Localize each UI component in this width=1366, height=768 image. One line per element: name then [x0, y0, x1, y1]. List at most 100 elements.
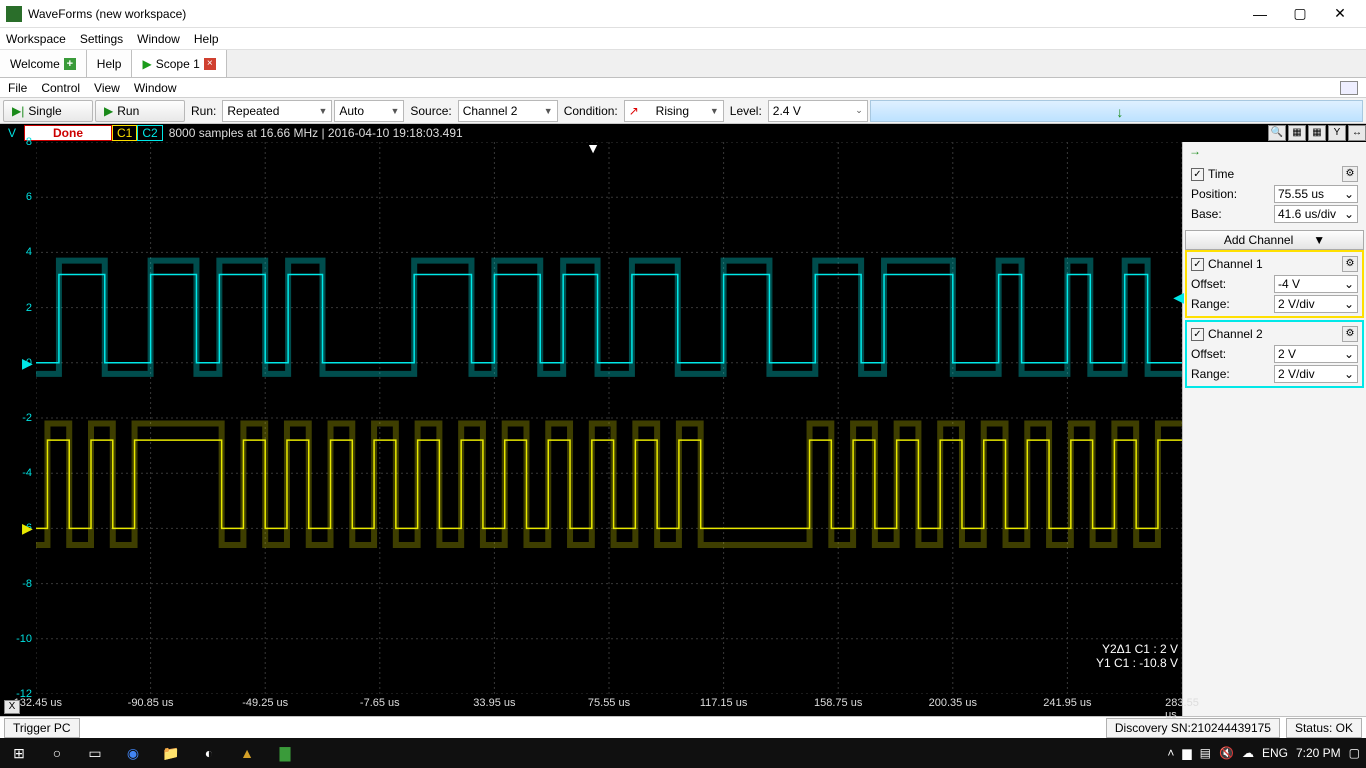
source-select[interactable]: Channel 2▼	[458, 100, 558, 122]
app-status-bar: Trigger PC Discovery SN:210244439175 Sta…	[0, 716, 1366, 738]
window-titlebar: WaveForms (new workspace) — ▢ ✕	[0, 0, 1366, 28]
ch2-range-label: Range:	[1191, 367, 1270, 381]
ch1-range-input[interactable]: 2 V/div⌄	[1274, 295, 1358, 313]
maximize-button[interactable]: ▢	[1280, 0, 1320, 28]
tab-help-label: Help	[97, 57, 122, 71]
restore-icon[interactable]	[1340, 81, 1358, 95]
tab-close-icon[interactable]: ×	[204, 58, 216, 70]
ch2-checkbox[interactable]: ✓	[1191, 328, 1204, 341]
windows-taskbar: ⊞ ○ ▭ ◉ 📁 ◐ ▲ ▇ ˄ ▆ ▤ 🔇 ☁ ENG 7:20 PM ▢	[0, 738, 1366, 768]
v-axis-label: V	[0, 126, 24, 140]
trigger-mode-select[interactable]: Auto▼	[334, 100, 404, 122]
single-label: Single	[28, 104, 61, 118]
menu-control[interactable]: Control	[41, 81, 80, 95]
scope-toolbar: ▶|Single ▶Run Run: Repeated▼ Auto▼ Sourc…	[0, 98, 1366, 124]
tab-scope[interactable]: ▶ Scope 1 ×	[132, 50, 226, 77]
trigger-pc-button[interactable]: Trigger PC	[4, 718, 80, 738]
time-group: ✓ Time ⚙ Position: 75.55 us⌄ Base: 41.6 us…	[1185, 160, 1364, 228]
c2-indicator[interactable]: C2	[137, 125, 162, 141]
app1-icon[interactable]: ▲	[228, 738, 266, 768]
x-axis-button[interactable]: X	[4, 700, 20, 714]
oscilloscope-plot[interactable]: 86420-2-4-6-8-10-12 Y2Δ1 C1 : 2 V Y1 C1 …	[0, 142, 1182, 716]
menu-window[interactable]: Window	[137, 32, 180, 46]
channel2-group: ✓ Channel 2 ⚙ Offset:2 V⌄ Range:2 V/div⌄	[1185, 320, 1364, 388]
base-input[interactable]: 41.6 us/div⌄	[1274, 205, 1358, 223]
menu-view[interactable]: View	[94, 81, 120, 95]
tab-bar: Welcome + Help ▶ Scope 1 ×	[0, 50, 1366, 78]
run-label: Run	[117, 104, 139, 118]
single-button[interactable]: ▶|Single	[3, 100, 93, 122]
tool2-icon[interactable]: ▦	[1308, 125, 1326, 141]
explorer-icon[interactable]: 📁	[152, 738, 190, 768]
taskview-icon[interactable]: ▭	[76, 738, 114, 768]
window-title: WaveForms (new workspace)	[28, 7, 1240, 21]
add-channel-button[interactable]: Add Channel▼	[1185, 230, 1364, 250]
ch1-checkbox[interactable]: ✓	[1191, 258, 1204, 271]
position-label: Position:	[1191, 187, 1270, 201]
minimize-button[interactable]: —	[1240, 0, 1280, 28]
main-area: 86420-2-4-6-8-10-12 Y2Δ1 C1 : 2 V Y1 C1 …	[0, 142, 1366, 716]
scope-status-bar: V Done C1 C2 8000 samples at 16.66 MHz |…	[0, 124, 1366, 142]
position-input[interactable]: 75.55 us⌄	[1274, 185, 1358, 203]
run-mode-select[interactable]: Repeated▼	[222, 100, 332, 122]
level-label: Level:	[726, 104, 766, 118]
expand-icon[interactable]: ↔	[1348, 125, 1366, 141]
run-mode-label: Run:	[187, 104, 220, 118]
ch2-offset-input[interactable]: 2 V⌄	[1274, 345, 1358, 363]
tab-welcome[interactable]: Welcome +	[0, 50, 87, 77]
time-gear-icon[interactable]: ⚙	[1342, 166, 1358, 182]
app-icon	[6, 6, 22, 22]
clock[interactable]: 7:20 PM	[1296, 746, 1341, 760]
menu-settings[interactable]: Settings	[80, 32, 123, 46]
system-tray: ˄ ▆ ▤ 🔇 ☁ ENG 7:20 PM ▢	[1167, 746, 1366, 760]
ch2-offset-label: Offset:	[1191, 347, 1270, 361]
source-label: Source:	[406, 104, 455, 118]
collapse-icon[interactable]: →	[1185, 144, 1364, 160]
close-button[interactable]: ✕	[1320, 0, 1360, 28]
ch1-label: Channel 1	[1208, 257, 1338, 271]
trigger-position-bar[interactable]: ↓	[870, 100, 1363, 122]
y-axis-button[interactable]: Y	[1328, 125, 1346, 141]
menu-help[interactable]: Help	[194, 32, 219, 46]
steam-icon[interactable]: ◐	[190, 738, 228, 768]
condition-label: Condition:	[560, 104, 622, 118]
tab-welcome-label: Welcome	[10, 57, 60, 71]
condition-select[interactable]: ↗Rising▼	[624, 100, 724, 122]
language-indicator[interactable]: ENG	[1262, 746, 1288, 760]
trigger-marker-icon: ↓	[1116, 104, 1123, 120]
plot-canvas: Y2Δ1 C1 : 2 V Y1 C1 : -10.8 V ▼ ▶▶◀	[36, 142, 1182, 694]
level-input[interactable]: 2.4 V⌄	[768, 100, 868, 122]
waveform-svg	[36, 142, 1182, 694]
battery-icon[interactable]: ▆	[1182, 746, 1191, 760]
base-label: Base:	[1191, 207, 1270, 221]
tool1-icon[interactable]: ▦	[1288, 125, 1306, 141]
ch2-range-input[interactable]: 2 V/div⌄	[1274, 365, 1358, 383]
onedrive-icon[interactable]: ☁	[1242, 746, 1254, 760]
run-button[interactable]: ▶Run	[95, 100, 185, 122]
plus-icon: +	[64, 58, 76, 70]
trigger-time-marker[interactable]: ▼	[586, 140, 600, 156]
cursor-readout: Y2Δ1 C1 : 2 V Y1 C1 : -10.8 V	[1096, 642, 1178, 670]
ch1-gear-icon[interactable]: ⚙	[1342, 256, 1358, 272]
channel1-group: ✓ Channel 1 ⚙ Offset:-4 V⌄ Range:2 V/div…	[1185, 250, 1364, 318]
menu-workspace[interactable]: Workspace	[6, 32, 66, 46]
ch2-gear-icon[interactable]: ⚙	[1342, 326, 1358, 342]
volume-icon[interactable]: 🔇	[1219, 746, 1234, 760]
menu-window2[interactable]: Window	[134, 81, 177, 95]
search-icon[interactable]: ○	[38, 738, 76, 768]
tab-help[interactable]: Help	[87, 50, 133, 77]
y-axis: 86420-2-4-6-8-10-12	[0, 142, 36, 694]
time-checkbox[interactable]: ✓	[1191, 168, 1204, 181]
c1-indicator[interactable]: C1	[112, 125, 137, 141]
start-button[interactable]: ⊞	[0, 738, 38, 768]
zoom-icon[interactable]: 🔍	[1268, 125, 1286, 141]
time-label: Time	[1208, 167, 1338, 181]
menu-file[interactable]: File	[8, 81, 27, 95]
network-icon[interactable]: ▤	[1200, 746, 1211, 760]
chrome-icon[interactable]: ◉	[114, 738, 152, 768]
notifications-icon[interactable]: ▢	[1349, 746, 1360, 760]
sample-info: 8000 samples at 16.66 MHz | 2016-04-10 1…	[163, 126, 463, 140]
tray-chevron-icon[interactable]: ˄	[1167, 746, 1174, 760]
ch1-offset-input[interactable]: -4 V⌄	[1274, 275, 1358, 293]
waveforms-taskbar-icon[interactable]: ▇	[266, 738, 304, 768]
